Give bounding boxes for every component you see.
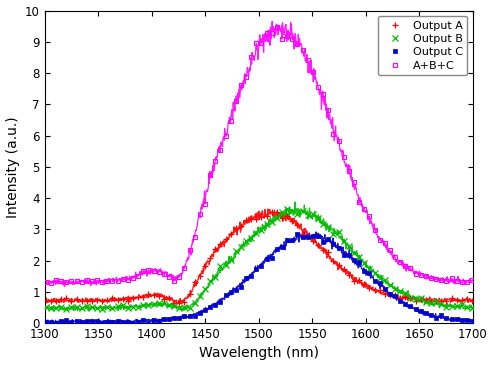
Output A bbox=[238, 224, 244, 228]
Output C bbox=[469, 319, 475, 324]
Y-axis label: Intensity (a.u.): Intensity (a.u.) bbox=[5, 116, 20, 218]
Line: Output C: Output C bbox=[43, 231, 474, 325]
Output A bbox=[258, 215, 264, 219]
Output C bbox=[294, 231, 300, 236]
Output A bbox=[397, 296, 403, 300]
Output A bbox=[377, 288, 383, 292]
Legend: Output A, Output B, Output C, A+B+C: Output A, Output B, Output C, A+B+C bbox=[378, 16, 467, 75]
Output C bbox=[48, 320, 54, 324]
A+B+C bbox=[238, 83, 244, 87]
Output A bbox=[43, 298, 49, 303]
A+B+C bbox=[377, 238, 383, 242]
A+B+C bbox=[53, 278, 59, 282]
Output A bbox=[274, 209, 280, 214]
Line: Output A: Output A bbox=[43, 209, 475, 306]
Output C bbox=[258, 264, 264, 269]
A+B+C bbox=[43, 280, 49, 284]
Output B bbox=[469, 306, 475, 310]
A+B+C bbox=[397, 260, 403, 265]
Output A bbox=[176, 300, 182, 305]
Line: A+B+C: A+B+C bbox=[43, 25, 475, 286]
A+B+C bbox=[274, 25, 280, 29]
Output A bbox=[48, 299, 54, 303]
Line: Output B: Output B bbox=[43, 206, 475, 312]
Output B bbox=[258, 228, 264, 232]
Output B bbox=[377, 276, 383, 280]
Output B bbox=[238, 244, 244, 249]
Output A bbox=[69, 298, 74, 303]
A+B+C bbox=[73, 279, 79, 283]
Output B bbox=[43, 305, 49, 309]
A+B+C bbox=[258, 41, 264, 45]
Output C bbox=[397, 299, 403, 303]
Output B bbox=[284, 206, 290, 211]
Output C bbox=[130, 321, 136, 325]
Output B bbox=[397, 288, 403, 293]
A+B+C bbox=[469, 278, 475, 283]
Output C bbox=[43, 320, 49, 324]
Output C bbox=[377, 281, 383, 285]
X-axis label: Wavelength (nm): Wavelength (nm) bbox=[199, 347, 318, 361]
Output C bbox=[69, 320, 74, 324]
A+B+C bbox=[48, 281, 54, 285]
Output B bbox=[48, 306, 54, 311]
Output B bbox=[73, 305, 79, 309]
Output B bbox=[63, 307, 69, 311]
Output C bbox=[238, 284, 244, 289]
Output A bbox=[469, 299, 475, 303]
